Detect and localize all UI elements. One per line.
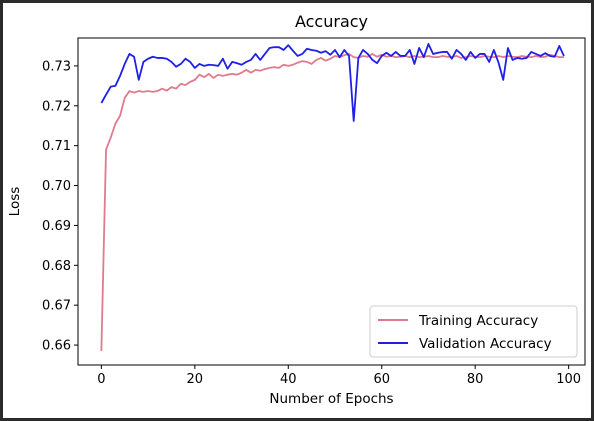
y-tick-label: 0.71	[42, 139, 71, 154]
x-tick-label: 20	[187, 372, 204, 387]
legend-box	[369, 305, 578, 358]
y-tick-label: 0.72	[42, 99, 71, 114]
legend-label-validation: Validation Accuracy	[419, 336, 552, 352]
plot-area-frame	[77, 37, 586, 366]
legend-label-training: Training Accuracy	[418, 313, 538, 329]
x-tick-label: 40	[280, 372, 297, 387]
validation-accuracy-line	[100, 43, 565, 122]
y-tick-label: 0.70	[42, 179, 71, 194]
y-tick-label: 0.73	[42, 59, 71, 74]
x-axis-label: Number of Epochs	[269, 391, 393, 407]
y-tick-label: 0.67	[42, 299, 71, 314]
y-tick-label: 0.68	[42, 259, 71, 274]
y-tick-label: 0.69	[42, 219, 71, 234]
y-tick-label: 0.66	[42, 339, 71, 354]
x-tick-label: 100	[556, 372, 581, 387]
x-tick-label: 60	[373, 372, 390, 387]
y-axis-label: Loss	[7, 187, 23, 217]
x-tick-label: 80	[467, 372, 484, 387]
x-tick-label: 0	[97, 372, 105, 387]
chart-title: Accuracy	[295, 12, 368, 31]
legend: Training Accuracy Validation Accuracy	[369, 305, 578, 358]
figure-frame: Accuracy 0 20 40 60 80 100 0.66 0.67 0.68 0.69 0.…	[3, 3, 591, 418]
accuracy-line-chart: Accuracy 0 20 40 60 80 100 0.66 0.67 0.68 0.69 0.…	[7, 12, 586, 407]
